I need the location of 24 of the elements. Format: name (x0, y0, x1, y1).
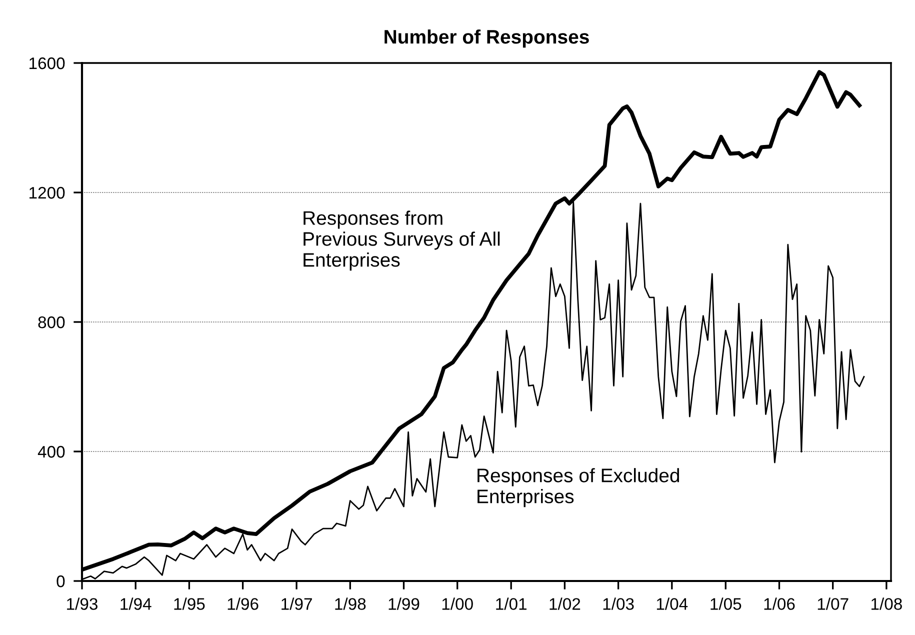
x-tick-label: 1/00 (442, 598, 473, 610)
x-tick-label: 1/03 (603, 598, 634, 610)
chart-title: Number of Responses (384, 29, 589, 48)
x-tick-label: 1/96 (228, 598, 258, 610)
x-tick-label: 1/06 (764, 598, 795, 610)
x-tick-label: 1/95 (174, 598, 205, 610)
x-tick-label: 1/98 (335, 598, 366, 610)
x-tick-label: 1/93 (67, 598, 98, 610)
x-tick-label: 1/99 (388, 598, 420, 610)
y-tick-label: 0 (56, 575, 65, 588)
y-tick-label: 1600 (30, 57, 65, 70)
series-label: Responses of Excluded Enterprises (478, 468, 680, 508)
x-tick-label: 1/94 (120, 598, 152, 610)
x-tick-label: 1/07 (818, 598, 848, 610)
y-tick-label: 800 (38, 316, 65, 328)
y-tick-label: 400 (38, 446, 65, 458)
x-tick-label: 1/02 (550, 598, 580, 610)
x-tick-label: 1/05 (710, 598, 742, 610)
y-tick-label: 1200 (30, 186, 65, 199)
x-tick-label: 1/01 (496, 598, 527, 610)
x-tick-label: 1/97 (282, 598, 312, 610)
x-tick-label: 1/04 (656, 598, 688, 610)
series-label: Responses from Previous Surveys of All Enterprises (304, 210, 500, 271)
x-tick-label: 1/08 (872, 598, 902, 610)
